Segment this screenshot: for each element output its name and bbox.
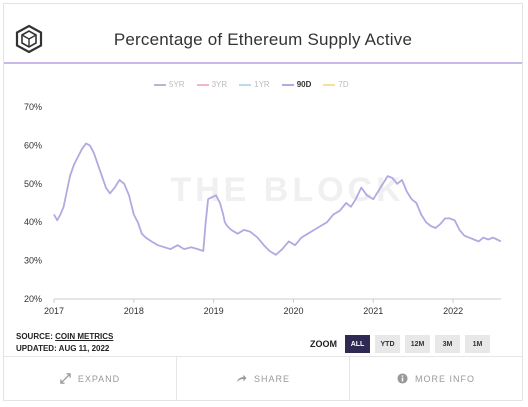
x-tick-label: 2017 <box>44 306 64 314</box>
info-icon <box>397 373 408 384</box>
legend-item-90d[interactable]: 90D <box>281 80 312 89</box>
line-chart: THE BLOCK 20% 30% 40% 50% 60% 70% 2017 2018 2019 2… <box>24 102 502 314</box>
zoom-controls: ZOOM ALL YTD 12M 3M 1M <box>310 335 490 353</box>
legend-swatch <box>323 83 336 86</box>
more-info-label: MORE INFO <box>415 373 475 384</box>
expand-label: EXPAND <box>77 373 121 384</box>
legend-item-3yr[interactable]: 3YR <box>196 80 228 89</box>
legend: 5YR 3YR 1YR 90D 7D <box>154 80 349 89</box>
legend-item-5yr[interactable]: 5YR <box>154 80 185 89</box>
the-block-logo-icon <box>15 24 43 54</box>
zoom-3m-button[interactable]: 3M <box>435 335 460 353</box>
chart-title: Percentage of Ethereum Supply Active <box>113 30 413 49</box>
source-label: SOURCE: <box>16 332 53 341</box>
legend-label: 5YR <box>169 80 185 89</box>
zoom-1m-button[interactable]: 1M <box>465 335 490 353</box>
legend-label: 7D <box>338 80 349 89</box>
source-link[interactable]: COIN METRICS <box>55 332 114 341</box>
share-button[interactable]: SHARE <box>177 357 350 400</box>
chart-header: Percentage of Ethereum Supply Active <box>4 4 522 64</box>
y-tick-label: 70% <box>24 102 42 112</box>
more-info-button[interactable]: MORE INFO <box>350 357 522 400</box>
legend-item-1yr[interactable]: 1YR <box>239 80 270 89</box>
zoom-label: ZOOM <box>310 339 337 349</box>
y-tick-label: 40% <box>24 217 42 227</box>
legend-item-7d[interactable]: 7D <box>323 80 349 89</box>
updated-date: UPDATED: AUG 11, 2022 <box>16 344 110 353</box>
share-label: SHARE <box>253 373 290 384</box>
legend-swatch <box>196 83 209 86</box>
watermark-text: THE BLOCK <box>170 171 404 209</box>
share-icon <box>236 374 247 383</box>
legend-swatch <box>281 83 294 86</box>
series-line-90d[interactable] <box>53 142 502 256</box>
x-tick-label: 2022 <box>443 306 463 314</box>
legend-swatch <box>154 83 166 86</box>
legend-label: 90D <box>296 80 312 89</box>
y-tick-label: 60% <box>24 140 42 150</box>
x-tick-label: 2019 <box>204 306 224 314</box>
zoom-12m-button[interactable]: 12M <box>405 335 430 353</box>
legend-label: 1YR <box>254 80 270 89</box>
x-tick-label: 2018 <box>124 306 144 314</box>
zoom-all-button[interactable]: ALL <box>345 335 370 353</box>
legend-swatch <box>239 83 252 86</box>
y-tick-label: 20% <box>24 294 42 304</box>
legend-label: 3YR <box>211 80 228 89</box>
footer-actions: EXPAND SHARE MORE INFO <box>4 356 522 400</box>
expand-icon <box>60 373 71 384</box>
y-tick-label: 30% <box>24 256 42 266</box>
chart-card: Percentage of Ethereum Supply Active 5YR… <box>3 3 523 401</box>
x-tick-label: 2020 <box>283 306 303 314</box>
source-info: SOURCE: COIN METRICS UPDATED: AUG 11, 20… <box>16 331 113 355</box>
expand-button[interactable]: EXPAND <box>4 357 177 400</box>
zoom-ytd-button[interactable]: YTD <box>375 335 400 353</box>
x-tick-label: 2021 <box>363 306 383 314</box>
y-tick-label: 50% <box>24 179 42 189</box>
